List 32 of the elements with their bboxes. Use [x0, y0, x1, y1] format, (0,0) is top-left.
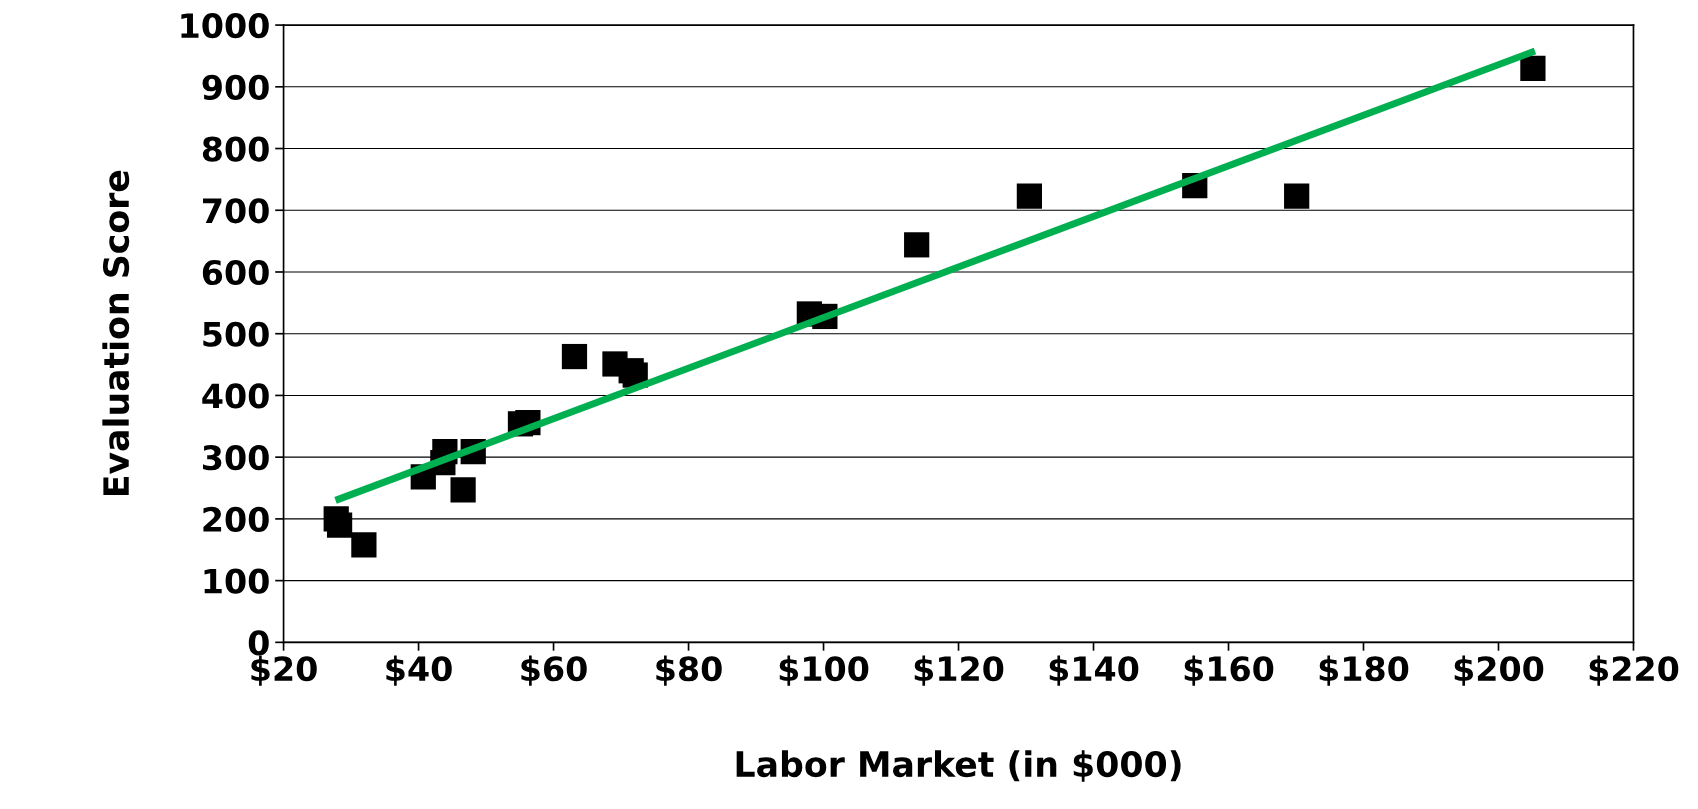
point	[1284, 183, 1310, 209]
x-tick-label: $220	[1589, 655, 1679, 686]
x-tick-label: $60	[521, 655, 587, 686]
y-tick-label: 800	[202, 136, 269, 162]
point	[904, 232, 930, 258]
y-tick-label: 200	[203, 506, 269, 533]
x-tick-label: $20	[251, 655, 317, 686]
y-tick-label: 500	[203, 321, 269, 347]
point	[1016, 183, 1043, 209]
y-tick-label: 0	[248, 630, 269, 656]
y-tick-label: 900	[202, 74, 269, 100]
point	[450, 477, 476, 503]
y-tick-label: 600	[202, 259, 269, 286]
y-tick-label: 300	[203, 445, 269, 471]
x-axis-title: Labor Market (in $000)	[736, 750, 1181, 782]
x-tick-label: $100	[779, 655, 869, 686]
x-tick-label: $140	[1049, 655, 1139, 686]
y-axis-title: Evaluation Score	[102, 170, 130, 496]
x-tick-label: $180	[1319, 655, 1409, 686]
y-tick-label: 700	[203, 198, 269, 224]
x-tick-label: $120	[914, 655, 1004, 686]
y-tick-label: 1000	[181, 13, 269, 39]
x-tick-label: $200	[1454, 655, 1544, 686]
point	[326, 512, 353, 538]
y-tick-label: 100	[204, 568, 269, 594]
point	[1520, 55, 1546, 81]
x-tick-label: $160	[1184, 655, 1274, 686]
x-tick-label: $80	[656, 655, 722, 686]
point	[351, 532, 377, 558]
y-tick-label: 400	[202, 383, 269, 409]
point	[561, 343, 588, 370]
x-tick-label: $40	[386, 655, 452, 686]
